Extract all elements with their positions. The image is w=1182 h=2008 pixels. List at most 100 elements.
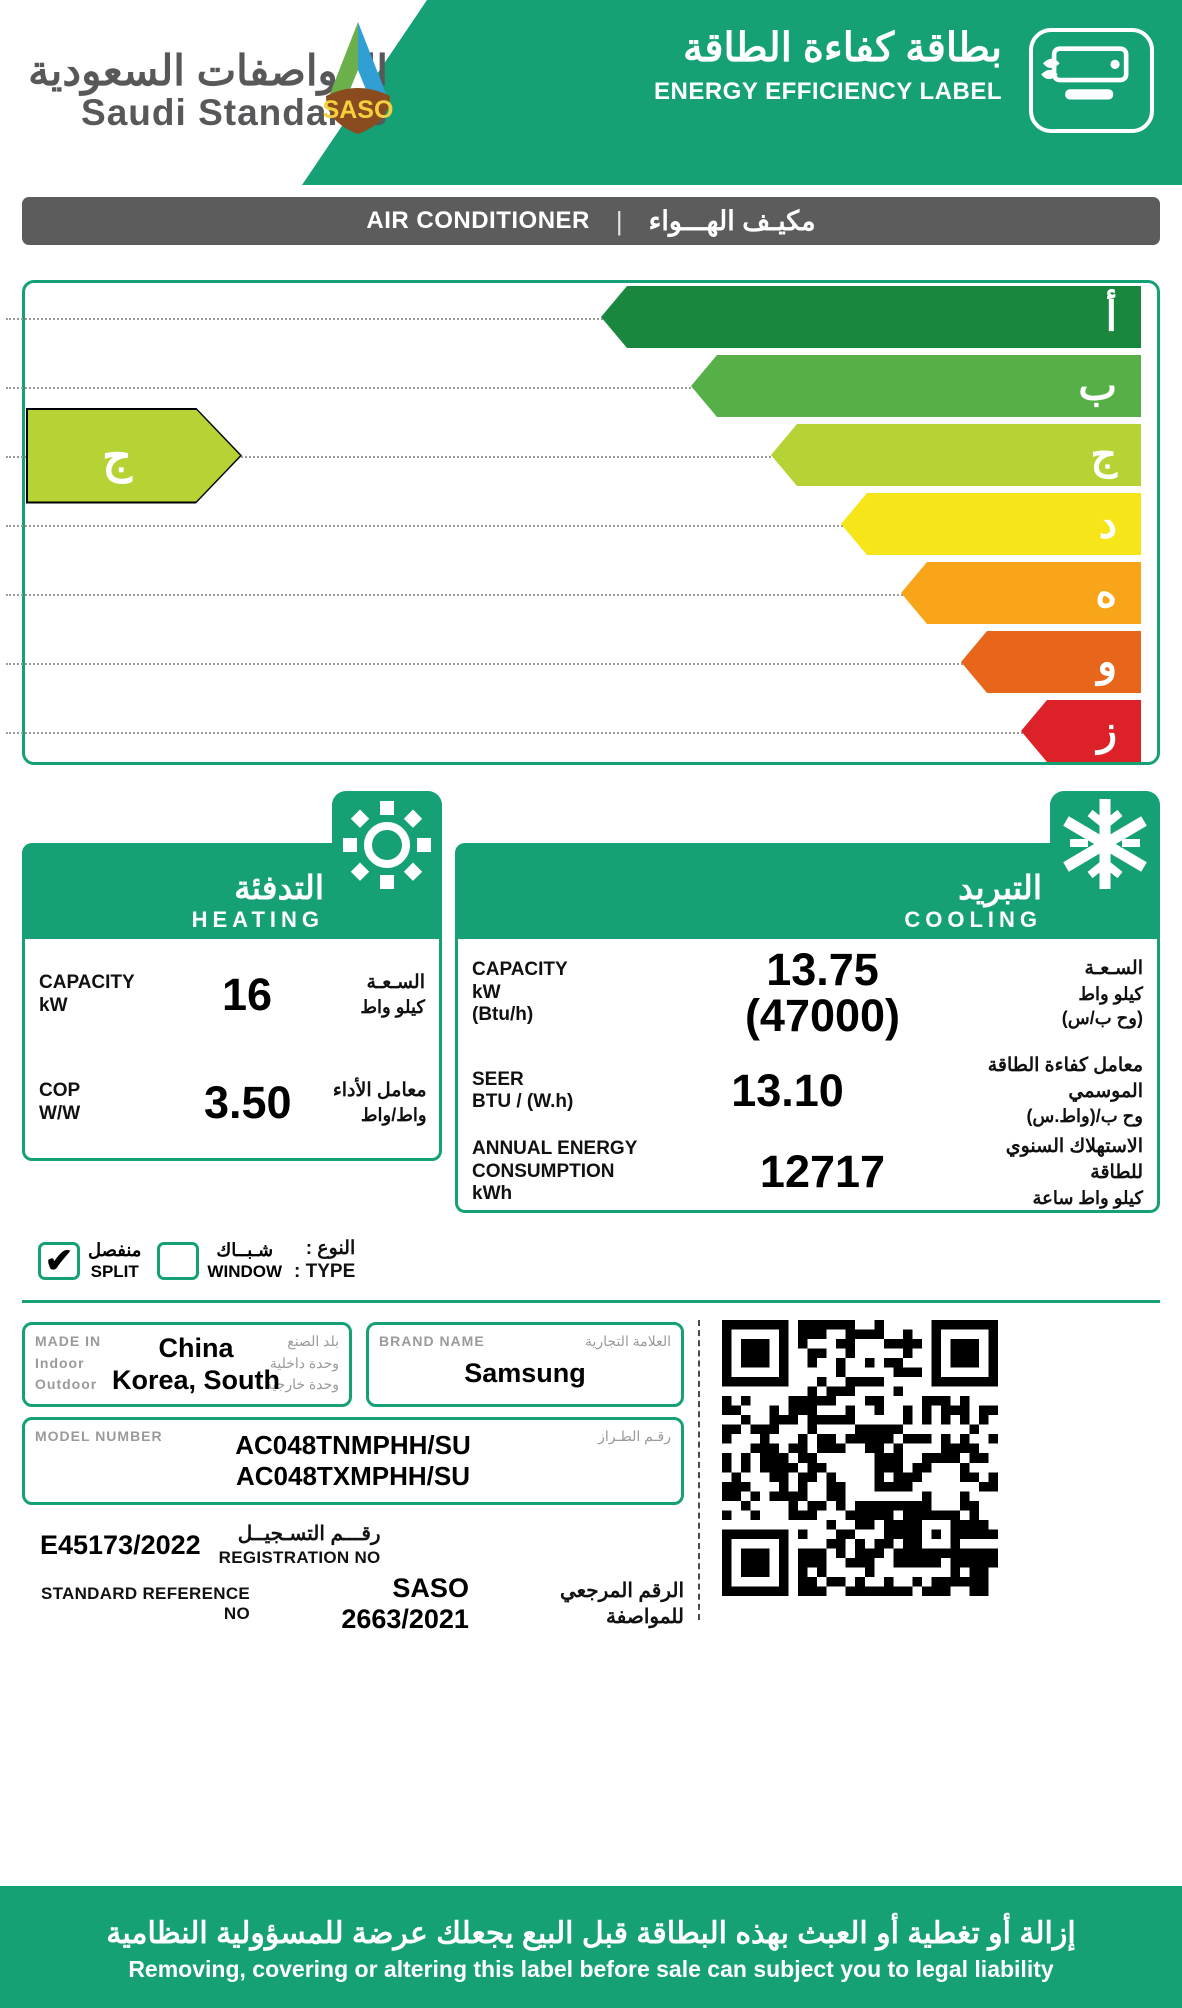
cooling-title-english: COOLING	[904, 907, 1042, 932]
registration-row: رقـــم التسـجيــل REGISTRATION NO E45173…	[22, 1510, 684, 1580]
rating-bar-letter: ه	[1095, 569, 1117, 616]
rating-row: ه	[0, 559, 1141, 628]
rating-bar-0: أ	[601, 286, 1141, 348]
rating-bar-5: و	[961, 631, 1141, 693]
rating-guide-line	[6, 524, 1131, 527]
type-checkbox-window[interactable]	[157, 1241, 200, 1280]
rating-row: و	[0, 628, 1141, 697]
selected-grade-letter: ج	[102, 429, 132, 482]
type-option-split-label: منفصل SPLIT	[88, 1240, 142, 1281]
made-in-label-ar: بلد الصنع وحدة داخلية وحدة خارجية	[264, 1333, 339, 1393]
standard-reference-row: الرقم المرجعي للمواصفة SASO 2663/2021 ST…	[22, 1573, 685, 1634]
rating-row: ج	[0, 421, 1141, 490]
cooling-title-arabic: التبريد	[958, 868, 1042, 906]
heating-cop-label-en: COP W/W	[39, 1080, 81, 1124]
heating-panel: التدفئة HEATING CAPACITY kW 16 السـعـة ك…	[22, 791, 442, 1213]
cooling-spec-annual-energy: ANNUAL ENERGY CONSUMPTION kWh 12717 الاس…	[458, 1135, 1157, 1209]
cooling-icon-tab	[1050, 791, 1160, 896]
model-values: AC048TNMPHH/SU AC048TXMPHH/SU	[235, 1430, 471, 1491]
rating-row: أ	[0, 283, 1141, 352]
cooling-capacity-label-ar: السـعـة كيلو واط (وح ب/س)	[1061, 957, 1143, 1028]
heating-panel-header: التدفئة HEATING	[22, 791, 442, 943]
rating-row: ب	[0, 352, 1141, 421]
model-number-box: MODEL NUMBER رقـم الطـراز AC048TNMPHH/SU…	[22, 1417, 684, 1505]
heating-titles: التدفئة HEATING	[191, 868, 324, 933]
heating-cop-label-ar: معامل الأداء واط/واط	[332, 1079, 427, 1126]
cooling-capacity-value: 13.75 (47000)	[744, 944, 901, 1041]
header-green-panel	[302, 0, 1182, 185]
rating-guide-line	[6, 593, 1131, 596]
made-in-box: MADE IN Indoor Outdoor بلد الصنع وحدة دا…	[22, 1322, 352, 1407]
info-divider	[22, 1300, 1160, 1303]
rating-guide-line	[6, 455, 1131, 458]
rating-bar-3: د	[841, 493, 1141, 555]
snowflake-icon	[1063, 799, 1147, 889]
standard-ref-label-ar: الرقم المرجعي للمواصفة	[559, 1580, 685, 1628]
cooling-spec-seer: SEER BTU / (W.h) 13.10 معامل كفاءة الطاق…	[458, 1047, 1157, 1135]
heating-title-arabic: التدفئة	[234, 868, 324, 906]
saso-emblem-icon: SASO	[296, 18, 421, 138]
brand-label-en: BRAND NAME	[379, 1333, 485, 1349]
product-name-english: AIR CONDITIONER	[366, 207, 590, 234]
qr-code	[722, 1320, 998, 1596]
org-name-arabic: المواصفات السعودية	[28, 46, 389, 94]
product-type-bar: AIR CONDITIONER | مكيـف الهـــواء	[22, 197, 1160, 245]
heating-spec-cop: COP W/W 3.50 معامل الأداء واط/واط	[25, 1050, 439, 1155]
cooling-spec-capacity: CAPACITY kW (Btu/h) 13.75 (47000) السـعـ…	[458, 939, 1157, 1047]
registration-labels: رقـــم التسـجيــل REGISTRATION NO	[218, 1522, 381, 1567]
heating-capacity-value: 16	[221, 968, 273, 1020]
heating-cop-value: 3.50	[204, 1076, 292, 1128]
brand-label-ar: العلامة التجارية	[584, 1333, 671, 1349]
heating-icon-tab	[332, 791, 442, 896]
cooling-panel: التبريد COOLING CAPACITY kW (Btu/h) 13.7…	[455, 791, 1160, 1213]
sun-icon	[343, 801, 431, 889]
rating-bar-1: ب	[691, 355, 1141, 417]
cooling-capacity-label-en: CAPACITY kW (Btu/h)	[472, 959, 568, 1026]
rating-guide-line	[6, 317, 1131, 320]
type-option-split[interactable]: منفصل SPLIT	[38, 1240, 141, 1282]
cooling-annual-value: 12717	[759, 1146, 886, 1198]
selected-grade-pointer: ج	[28, 409, 240, 502]
made-in-label-en: MADE IN Indoor Outdoor	[35, 1333, 102, 1393]
type-option-window[interactable]: شـبــاك WINDOW	[157, 1240, 282, 1282]
type-option-window-label: شـبــاك WINDOW	[207, 1240, 283, 1281]
model-label-en: MODEL NUMBER	[35, 1428, 163, 1444]
info-vertical-divider	[698, 1320, 700, 1620]
made-in-values: China Korea, South	[111, 1332, 280, 1395]
warning-arabic: إزالة أو تغطية أو العبث بهذه البطاقة قبل…	[106, 1916, 1076, 1950]
cooling-annual-label-ar: الاستهلاك السنوي للطاقة كيلو واط ساعة	[1005, 1136, 1143, 1208]
cooling-seer-label-ar: معامل كفاءة الطاقة الموسمي وح ب/(واط.س)	[987, 1055, 1143, 1127]
type-selector-row: النوع : TYPE : شـبــاك WINDOW منفصل SPLI…	[22, 1232, 442, 1290]
product-name-arabic: مكيـف الهـــواء	[648, 205, 816, 236]
rating-row: ز	[0, 697, 1141, 766]
label-header: المواصفات السعودية Saudi Standards SASO …	[0, 0, 1182, 185]
rating-bar-letter: ز	[1097, 707, 1117, 754]
standard-ref-label-en: STANDARD REFERENCE NO	[40, 1584, 251, 1623]
heating-title-english: HEATING	[191, 907, 324, 932]
type-label: النوع : TYPE :	[294, 1238, 356, 1282]
rating-bar-letter: ج	[1090, 431, 1117, 478]
heating-specs: CAPACITY kW 16 السـعـة كيلو واط COP W/W …	[22, 939, 442, 1161]
model-label-ar: رقـم الطـراز	[598, 1428, 671, 1444]
air-conditioner-icon	[1029, 28, 1154, 133]
energy-title-english: ENERGY EFFICIENCY LABEL	[654, 78, 1002, 105]
warning-english: Removing, covering or altering this labe…	[128, 1955, 1054, 1982]
heating-capacity-label-ar: السـعـة كيلو واط	[360, 971, 425, 1018]
registration-value: E45173/2022	[40, 1529, 201, 1560]
cooling-annual-label-en: ANNUAL ENERGY CONSUMPTION kWh	[472, 1138, 638, 1205]
rating-bar-letter: ب	[1078, 362, 1117, 409]
footer-divider	[0, 1886, 1182, 1890]
cooling-panel-header: التبريد COOLING	[455, 791, 1160, 943]
rating-guide-line	[6, 386, 1131, 389]
cooling-seer-label-en: SEER BTU / (W.h)	[472, 1068, 574, 1112]
heating-spec-capacity: CAPACITY kW 16 السـعـة كيلو واط	[25, 939, 439, 1050]
product-separator: |	[615, 205, 623, 236]
standard-ref-value: SASO 2663/2021	[341, 1573, 469, 1634]
rating-bar-4: ه	[901, 562, 1141, 624]
type-checkbox-split[interactable]	[38, 1241, 80, 1280]
product-info-section: MADE IN Indoor Outdoor بلد الصنع وحدة دا…	[22, 1312, 1160, 1872]
cooling-specs: CAPACITY kW (Btu/h) 13.75 (47000) السـعـ…	[455, 939, 1160, 1213]
brand-value: Samsung	[464, 1357, 586, 1388]
rating-bar-letter: أ	[1105, 293, 1117, 340]
brand-name-box: BRAND NAME العلامة التجارية Samsung	[366, 1322, 684, 1407]
